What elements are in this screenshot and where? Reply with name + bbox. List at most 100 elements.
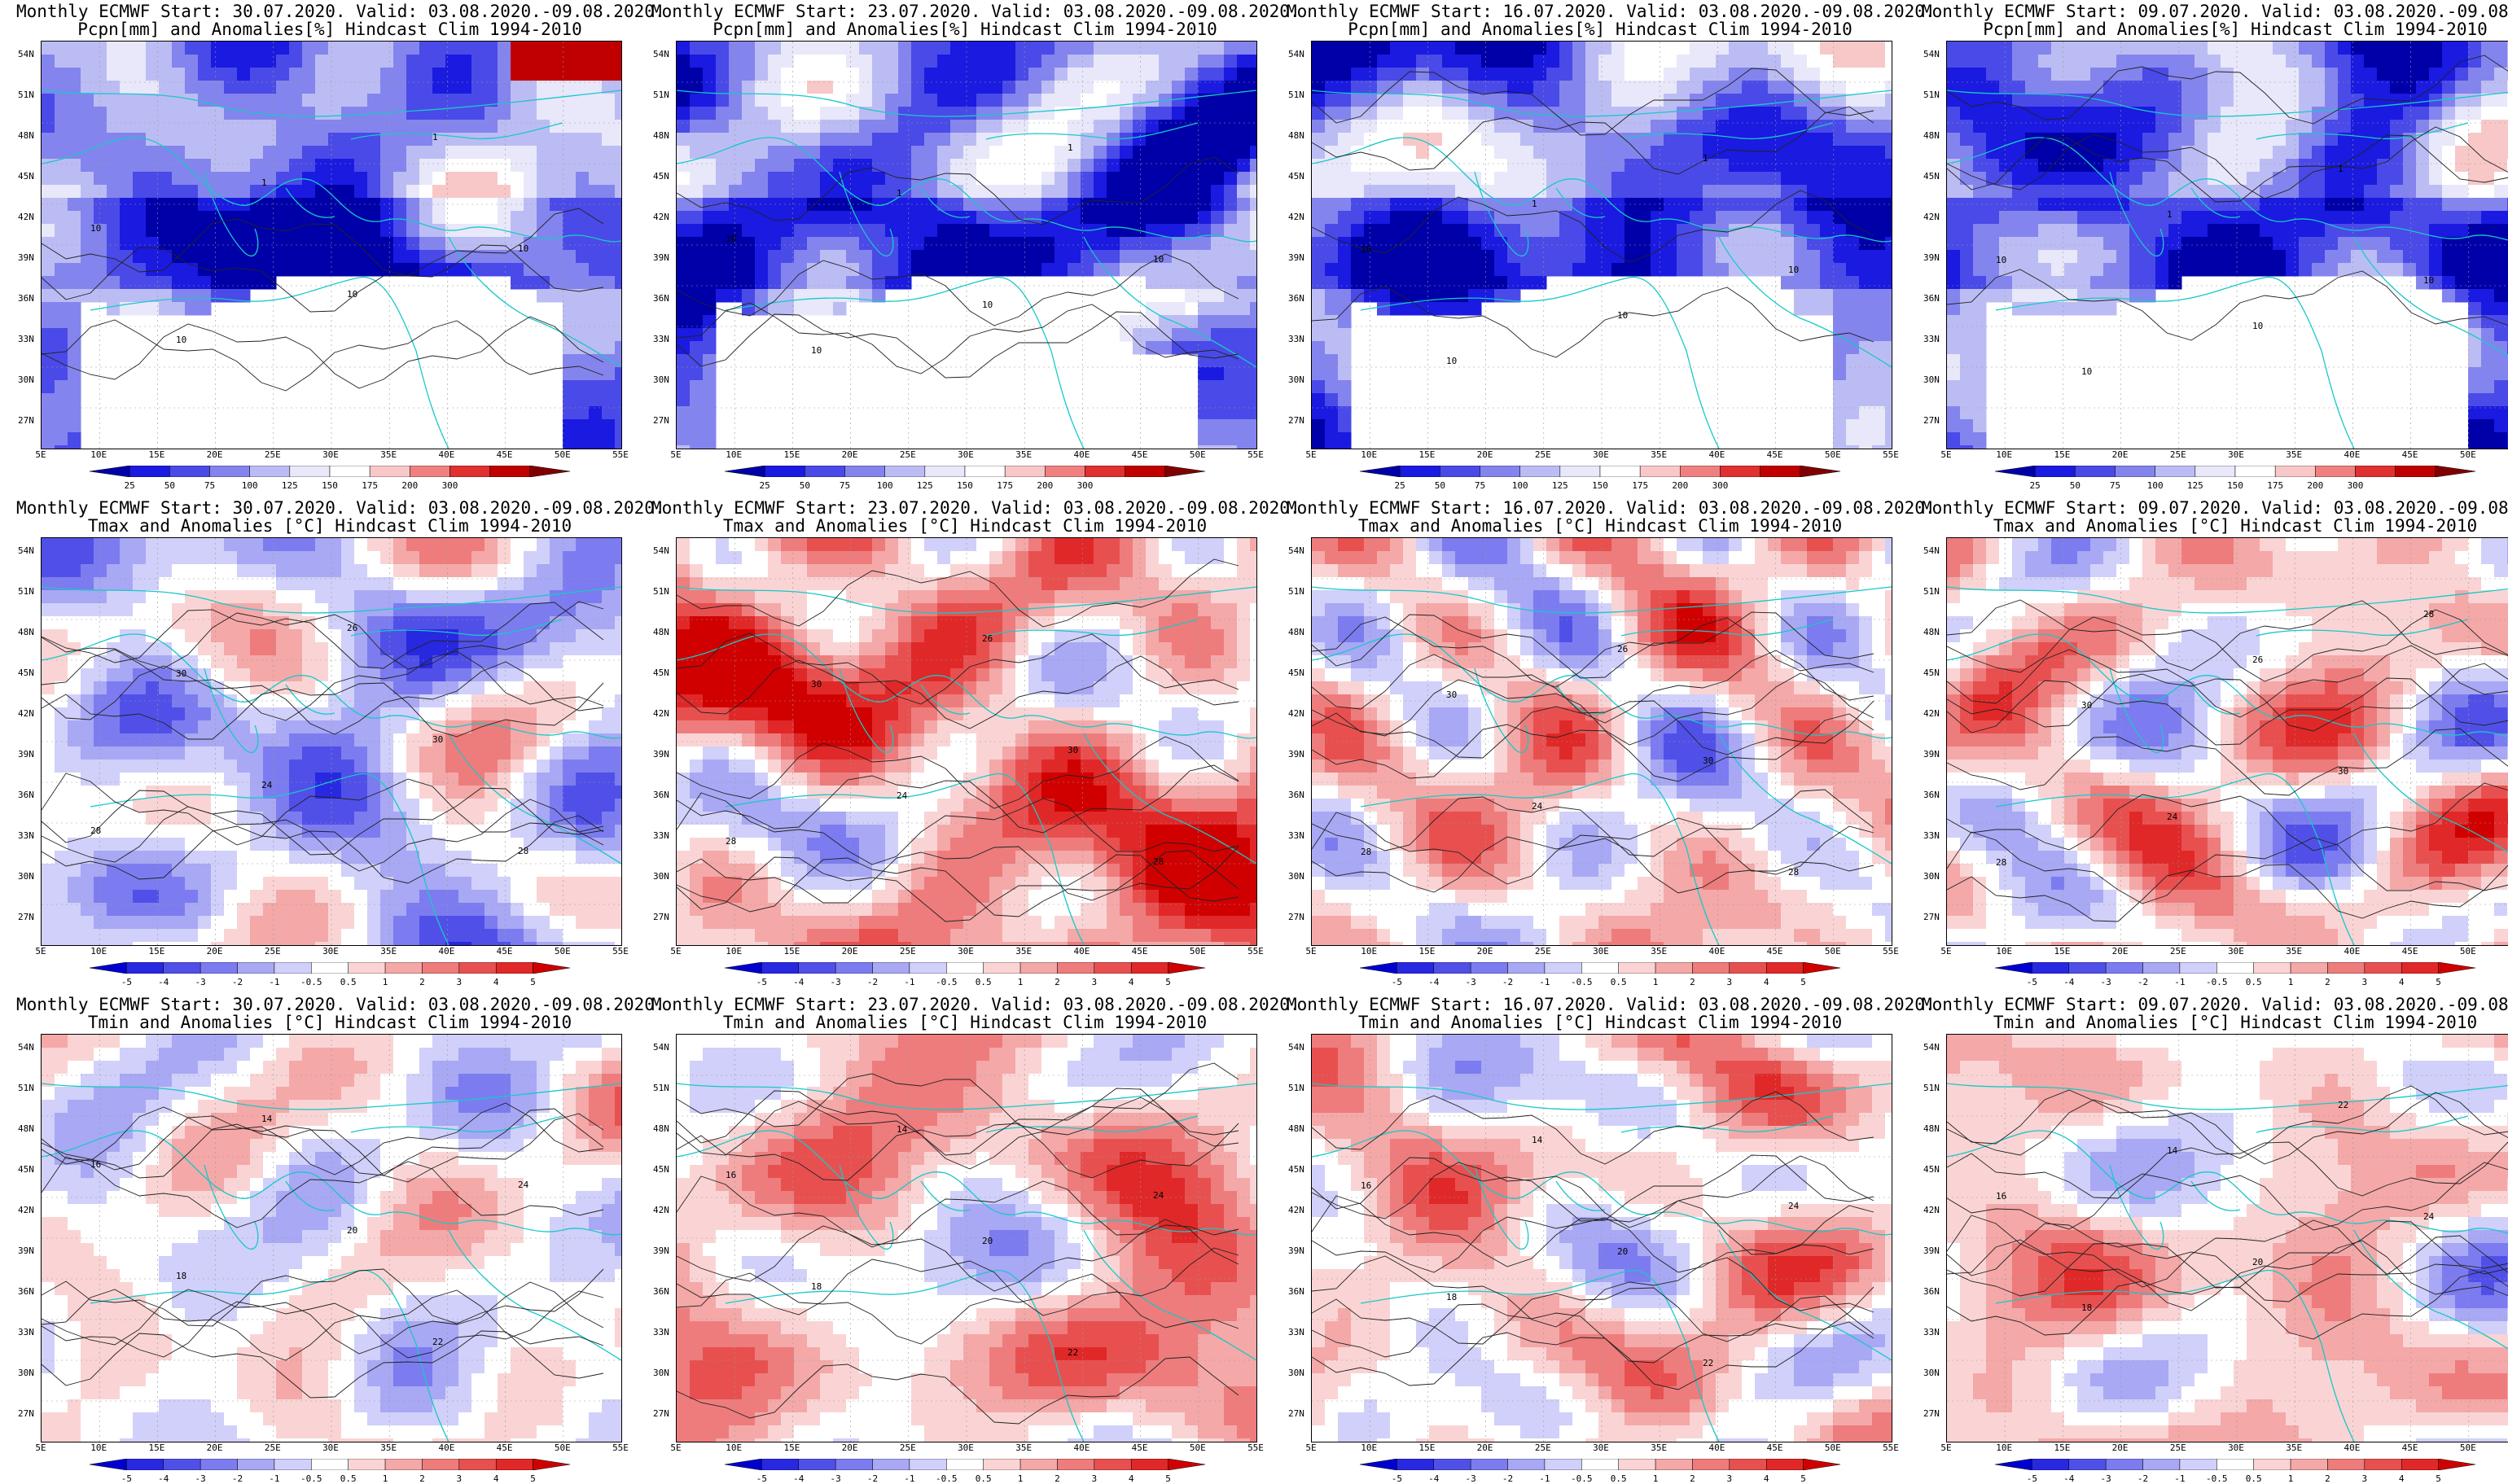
grid-cell [2338, 185, 2352, 199]
grid-cell [2221, 237, 2234, 251]
grid-cell [341, 733, 355, 747]
grid-cell [393, 55, 407, 68]
grid-cell [1520, 133, 1534, 147]
grid-cell [872, 146, 886, 160]
grid-cell [1572, 263, 1586, 277]
grid-cell [1664, 81, 1677, 94]
grid-cell [172, 302, 186, 316]
grid-cell [1211, 354, 1225, 368]
grid-cell [380, 577, 394, 591]
grid-cell [2208, 81, 2221, 94]
grid-cell [68, 590, 81, 604]
grid-cell [133, 159, 147, 173]
grid-cell [133, 760, 147, 773]
grid-cell [2377, 211, 2391, 225]
grid-cell [172, 629, 186, 643]
grid-cell [68, 655, 81, 669]
grid-cell [950, 159, 964, 173]
grid-cell [1859, 185, 1873, 199]
grid-cell [367, 159, 381, 173]
grid-cell [2273, 263, 2287, 277]
grid-cell [1237, 120, 1251, 134]
grid-cell [615, 406, 621, 420]
grid-cell [1107, 133, 1120, 147]
grid-cell [1885, 302, 1892, 316]
grid-cell [537, 55, 550, 68]
grid-cell [2468, 367, 2482, 381]
grid-cell [615, 642, 621, 656]
grid-cell [615, 328, 621, 342]
grid-cell [2416, 237, 2430, 251]
grid-cell [2064, 198, 2078, 212]
grid-cell [1833, 185, 1847, 199]
grid-cell [55, 445, 68, 449]
grid-cell [872, 211, 886, 225]
color-bar-swatch [2235, 466, 2275, 477]
grid-cell [2103, 224, 2117, 238]
grid-cell [2273, 55, 2287, 68]
grid-cell [2038, 42, 2052, 55]
grid-cell [1146, 107, 1160, 120]
grid-cell [563, 185, 577, 199]
grid-cell [1211, 42, 1225, 55]
grid-cell [211, 564, 225, 578]
grid-cell [133, 81, 147, 94]
grid-cell [315, 733, 329, 747]
grid-cell [1947, 315, 1961, 329]
grid-cell [94, 172, 107, 186]
grid-cell [1377, 55, 1391, 68]
grid-cell [2025, 185, 2039, 199]
grid-cell [2038, 146, 2052, 160]
grid-cell [354, 224, 368, 238]
grid-cell [1146, 55, 1160, 68]
grid-cell [172, 564, 186, 578]
grid-cell [2038, 159, 2052, 173]
grid-cell [2142, 55, 2156, 68]
grid-cell [2299, 94, 2313, 107]
grid-cell [1351, 159, 1365, 173]
grid-cell [120, 172, 134, 186]
grid-cell [237, 172, 251, 186]
grid-cell [1312, 367, 1326, 381]
grid-cell [1960, 42, 1974, 55]
color-bar-swatch [1440, 466, 1480, 477]
grid-cell [1807, 159, 1821, 173]
grid-cell [432, 55, 446, 68]
grid-cell [432, 42, 446, 55]
grid-cell [224, 211, 238, 225]
grid-cell [484, 81, 498, 94]
grid-cell [42, 616, 55, 630]
grid-cell [354, 263, 368, 277]
grid-cell [1960, 289, 1974, 303]
grid-cell [2181, 211, 2195, 225]
grid-cell [677, 224, 691, 238]
grid-cell [1054, 94, 1068, 107]
grid-cell [458, 68, 472, 81]
grid-cell [276, 120, 290, 134]
grid-cell [198, 94, 212, 107]
grid-cell [419, 185, 433, 199]
grid-cell [2286, 81, 2300, 94]
grid-cell [81, 603, 94, 617]
grid-cell [94, 616, 107, 630]
color-bar-label: 150 [1592, 480, 1608, 491]
grid-cell [1960, 276, 1974, 290]
grid-cell [2416, 68, 2430, 81]
grid-cell [768, 94, 782, 107]
grid-cell [1468, 185, 1482, 199]
grid-cell [328, 81, 342, 94]
grid-cell [1651, 237, 1664, 251]
grid-cell [2234, 120, 2247, 134]
grid-cell [198, 198, 212, 212]
latitude-label: 45N [1923, 171, 1940, 182]
grid-cell [1494, 276, 1508, 290]
grid-cell [81, 263, 94, 277]
grid-cell [963, 68, 977, 81]
grid-cell [2325, 211, 2339, 225]
grid-cell [302, 564, 316, 578]
grid-cell [1624, 198, 1638, 212]
grid-cell [1312, 211, 1326, 225]
grid-cell [198, 642, 212, 656]
grid-cell [133, 590, 147, 604]
grid-cell [1198, 367, 1212, 381]
